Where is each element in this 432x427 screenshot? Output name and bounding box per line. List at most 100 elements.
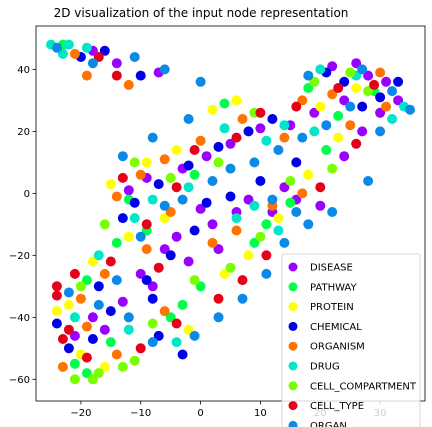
data-point: [375, 92, 386, 103]
data-point: [249, 237, 260, 248]
data-point: [165, 312, 176, 323]
data-point: [363, 86, 374, 97]
data-point: [255, 231, 266, 242]
data-point: [69, 358, 80, 369]
data-point: [93, 368, 104, 379]
data-point: [141, 157, 152, 168]
data-point: [57, 334, 68, 344]
data-point: [183, 324, 194, 335]
data-point: [279, 182, 290, 193]
legend-label: ORGAN: [310, 421, 347, 427]
data-point: [183, 182, 194, 193]
data-point: [279, 120, 290, 131]
data-point: [135, 70, 146, 81]
data-point: [135, 268, 146, 279]
data-point: [57, 48, 68, 59]
data-point: [267, 194, 278, 205]
data-point: [129, 355, 140, 366]
data-point: [345, 120, 356, 131]
x-tick-label: 0: [197, 408, 203, 419]
data-point: [285, 176, 296, 186]
data-point: [333, 132, 344, 143]
y-tick-label: −40: [9, 313, 30, 324]
data-point: [207, 104, 218, 115]
data-point: [135, 231, 146, 242]
data-point: [333, 83, 344, 93]
data-point: [255, 123, 266, 134]
data-point: [261, 268, 272, 279]
data-point: [165, 250, 176, 261]
legend-label: PROTEIN: [310, 302, 354, 313]
data-point: [339, 95, 350, 106]
data-point: [69, 374, 80, 385]
x-tick-label: −10: [130, 408, 151, 419]
data-point: [51, 281, 62, 292]
series-disease: [69, 45, 404, 341]
data-point: [315, 182, 326, 193]
data-point: [273, 225, 284, 236]
data-point: [303, 169, 314, 180]
data-point: [87, 312, 98, 323]
data-point: [141, 275, 152, 286]
data-point: [69, 268, 80, 279]
data-point: [333, 110, 344, 121]
data-point: [51, 318, 62, 329]
legend-label: DRUG: [310, 362, 340, 373]
data-point: [87, 334, 98, 344]
data-point: [249, 200, 260, 211]
data-point: [87, 256, 98, 267]
legend: DISEASE PATHWAY PROTEIN CHEMICAL ORGANISM DRU…: [281, 253, 421, 427]
legend-marker: [288, 401, 298, 411]
data-point: [111, 191, 122, 202]
data-point: [159, 200, 170, 211]
data-point: [189, 330, 200, 341]
data-point: [111, 237, 122, 248]
plot-frame: [35, 25, 426, 402]
legend-marker: [288, 361, 298, 371]
data-point: [357, 101, 368, 112]
data-point: [381, 76, 392, 87]
legend-marker: [288, 341, 298, 351]
legend-label: DISEASE: [310, 263, 353, 274]
data-point: [231, 132, 242, 143]
data-point: [213, 157, 224, 168]
data-point: [123, 312, 134, 323]
series-drug: [46, 39, 410, 348]
data-point: [183, 256, 194, 267]
data-point: [81, 321, 92, 332]
data-point: [363, 70, 374, 81]
data-point: [213, 293, 224, 304]
legend-label: CELL_TYPE: [310, 401, 364, 412]
data-point: [321, 120, 332, 131]
legend-marker: [288, 262, 298, 272]
data-point: [303, 83, 314, 93]
data-point: [237, 293, 248, 304]
data-point: [63, 343, 74, 354]
data-point: [99, 219, 110, 230]
data-point: [111, 58, 122, 69]
data-point: [369, 79, 380, 90]
legend-label: ORGANISM: [310, 342, 365, 353]
data-point: [159, 306, 170, 317]
data-point: [93, 250, 104, 261]
data-point: [213, 244, 224, 255]
legend-label: PATHWAY: [310, 282, 357, 293]
data-point: [273, 145, 284, 155]
data-point: [231, 95, 242, 106]
data-point: [195, 281, 206, 292]
data-point: [261, 219, 272, 230]
data-point: [93, 281, 104, 292]
y-tick-label: −60: [9, 375, 30, 386]
data-point: [207, 219, 218, 230]
data-point: [225, 163, 236, 174]
data-point: [309, 107, 320, 118]
series-cell-type: [51, 52, 380, 363]
data-point: [99, 45, 110, 56]
y-tick-label: 40: [17, 65, 30, 76]
data-point: [327, 89, 338, 100]
data-point: [159, 154, 170, 165]
data-point: [105, 306, 116, 317]
data-point: [159, 64, 170, 75]
data-point: [69, 48, 80, 59]
legend-label: CHEMICAL: [310, 322, 362, 333]
